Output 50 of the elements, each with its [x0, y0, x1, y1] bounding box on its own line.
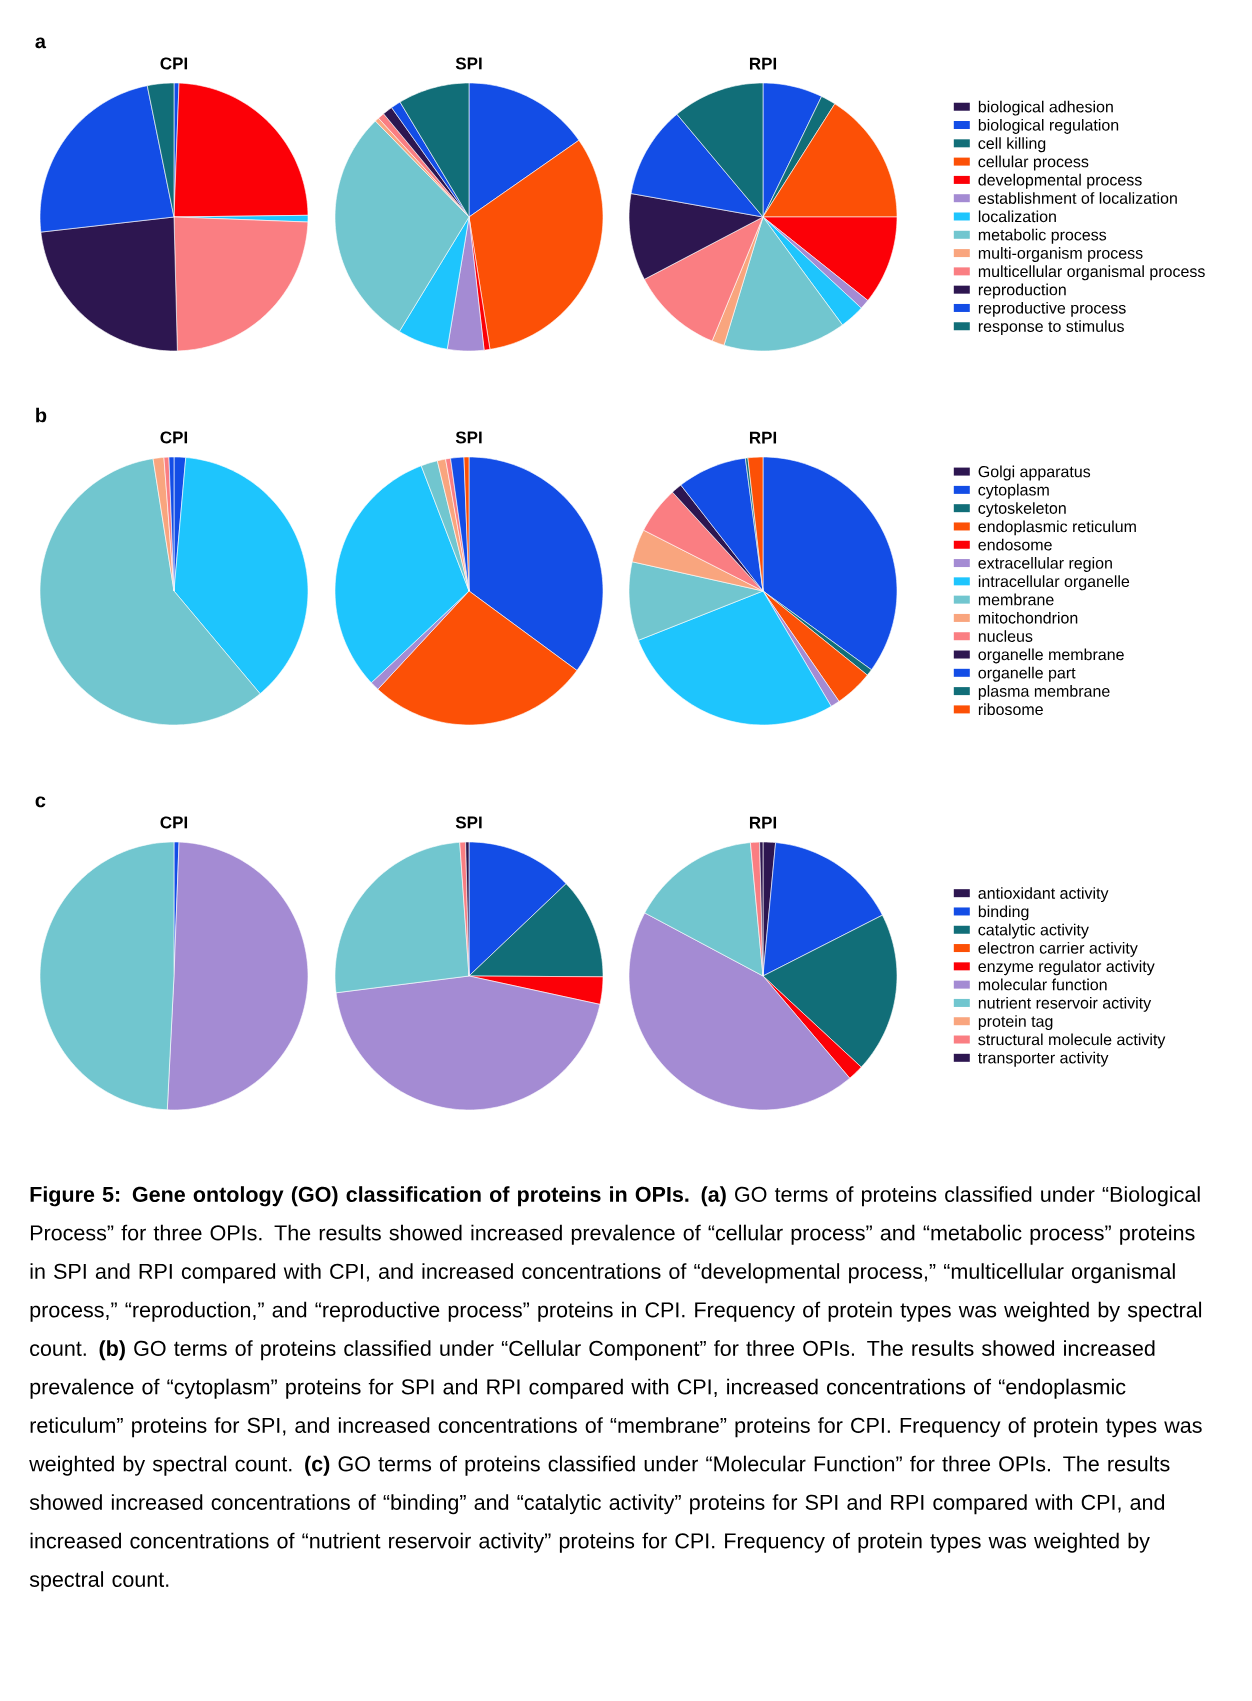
legend-label: developmental process [978, 173, 1142, 189]
legend-label: antioxidant activity [978, 887, 1109, 903]
legend-label: cell killing [978, 137, 1046, 153]
legend-label: plasma membrane [978, 685, 1110, 700]
legend-label: protein tag [978, 1015, 1053, 1031]
legend-label: mitochondrion [978, 611, 1078, 624]
legend-label: catalytic activity [978, 923, 1089, 939]
slice-label: CPI [160, 57, 188, 70]
legend-label: organelle part [978, 666, 1076, 682]
legend-label: structural molecule activity [978, 1033, 1166, 1049]
text: c [35, 796, 46, 808]
legend-label: Golgi apparatus [978, 465, 1091, 481]
legend-label: enzyme regulator activity [978, 960, 1155, 976]
slice-label: RPI [749, 57, 777, 70]
slice-label: CPI [160, 431, 188, 444]
legend-label: reproductive process [978, 301, 1126, 317]
legend-label: intracellular organelle [978, 575, 1130, 591]
legend-label: localization [978, 210, 1056, 223]
legend-label: response to stimulus [978, 320, 1124, 336]
legend-label: organelle membrane [978, 648, 1124, 664]
slice-label: SPI [455, 57, 482, 70]
text: a [35, 37, 47, 49]
legend-label: endoplasmic reticulum [978, 520, 1136, 536]
legend-label: nutrient reservoir activity [978, 996, 1152, 1012]
legend-label: multicellular organismal process [978, 265, 1205, 281]
legend-label: cytoplasm [978, 483, 1049, 499]
slice-label: RPI [749, 816, 777, 829]
legend-label: nucleus [978, 630, 1033, 642]
slice-label: CPI [160, 816, 188, 829]
legend-label: multi-organism process [978, 247, 1143, 262]
legend-label: cellular process [978, 155, 1089, 171]
legend-label: cytoskeleton [978, 502, 1066, 518]
legend-label: metabolic process [978, 228, 1107, 244]
slice-label: SPI [455, 431, 482, 444]
legend-label: membrane [978, 593, 1054, 606]
legend-label: binding [978, 905, 1029, 921]
legend-label: electron carrier activity [978, 942, 1138, 957]
legend-label: molecular function [978, 978, 1107, 991]
legend-label: establishment of localization [978, 192, 1177, 204]
text: b [36, 407, 47, 423]
legend-label: biological regulation [978, 118, 1119, 134]
legend-label: biological adhesion [978, 100, 1113, 116]
legend-label: endosome [978, 538, 1052, 551]
slice-label: RPI [749, 431, 777, 444]
legend-label: transporter activity [978, 1051, 1109, 1067]
text: Figure 5: Gene ontology (GO) classification of proteins in OPIs. (a) GO terms of proteins classified under “Biological Process” for three OPIs. The results showed increased prevalence of “cellular process” and “metabolic process” proteins in SPI and RPI compared with CPI, and increased concentrations of “developmental process,” “multicellular organismal process,” “reproduction,” and “reproductive process” proteins in CPI. Frequency of protein types was weighted by spectral count. (b) GO terms of proteins classified under “Cellular Component” for three OPIs. The results showed increased prevalence of “cytoplasm” proteins for SPI and RPI compared with CPI, increased concentrations of “endoplasmic reticulum” proteins for SPI, and increased concentrations of “membrane” proteins for CPI. Frequency of protein types was weighted by spectral count. (c) GO terms of proteins classified under “Molecular Function” for three OPIs. The results showed increased concentrations of “binding” and “catalytic activity” proteins for SPI and RPI compared with CPI, and increased concentrations of “nutrient reservoir activity” proteins for CPI. Frequency of protein types was weighted by spectral count. [29, 1186, 1202, 1592]
legend-label: extracellular region [978, 557, 1112, 572]
slice-label: SPI [455, 816, 482, 829]
legend-label: reproduction [978, 283, 1066, 299]
legend-label: ribosome [978, 703, 1043, 716]
